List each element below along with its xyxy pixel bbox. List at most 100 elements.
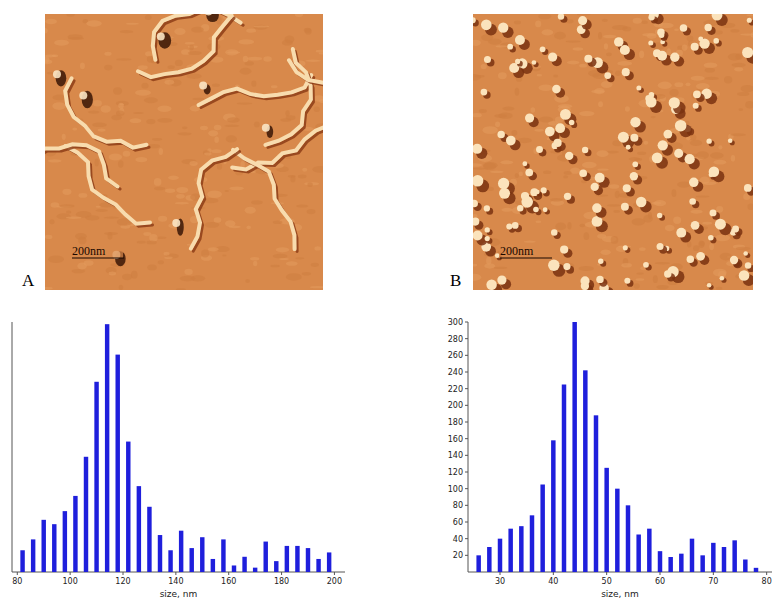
y-tick-label: 300 (448, 318, 463, 327)
afm-texture (122, 274, 132, 281)
afm-texture (305, 60, 321, 62)
y-tick-label: 160 (448, 435, 463, 444)
histogram-bar (754, 568, 758, 572)
histogram-bar (498, 539, 502, 572)
afm-texture (178, 132, 192, 135)
afm-texture (189, 161, 197, 166)
afm-texture (501, 208, 512, 212)
afm-texture (709, 166, 720, 177)
afm-texture (621, 263, 632, 268)
histogram-bar (743, 560, 747, 573)
afm-texture (582, 162, 597, 169)
afm-texture (744, 184, 752, 192)
histogram-bar (711, 543, 715, 572)
afm-texture (181, 49, 190, 55)
afm-texture (282, 40, 293, 46)
afm-texture (626, 145, 631, 150)
afm-texture (724, 76, 732, 83)
histogram-bar (179, 531, 183, 572)
afm-texture (618, 132, 629, 143)
afm-texture (263, 56, 272, 61)
afm-texture (182, 126, 188, 129)
afm-texture (45, 287, 53, 290)
histogram-bar (253, 568, 257, 572)
afm-texture (699, 38, 709, 48)
afm-texture (129, 118, 141, 123)
y-tick (465, 538, 468, 539)
afm-texture (307, 182, 312, 187)
x-tick-label: 40 (548, 577, 558, 586)
afm-texture (497, 131, 504, 138)
afm-texture (712, 14, 723, 21)
afm-texture (236, 152, 298, 251)
afm-texture (702, 222, 712, 225)
afm-texture (710, 209, 717, 216)
afm-texture (654, 200, 666, 206)
afm-texture (639, 247, 646, 251)
afm-texture (484, 205, 490, 211)
afm-texture (295, 14, 303, 17)
afm-texture (623, 245, 628, 250)
x-tick (713, 572, 714, 575)
afm-texture (598, 101, 603, 107)
afm-texture (68, 37, 84, 40)
afm-texture (251, 81, 256, 87)
afm-texture (80, 63, 85, 70)
afm-texture (270, 265, 280, 268)
afm-texture (667, 48, 671, 56)
afm-texture (706, 139, 711, 144)
afm-texture (563, 263, 570, 270)
afm-texture (634, 283, 640, 289)
histogram-bar (221, 539, 225, 572)
afm-texture (276, 247, 290, 252)
scale-bar-ground (499, 245, 551, 258)
afm-texture (687, 256, 694, 263)
histogram-bar (105, 324, 109, 572)
afm-texture (658, 140, 668, 150)
histogram-bar (604, 468, 608, 572)
histogram-bar (126, 442, 130, 572)
afm-texture (109, 154, 122, 161)
afm-texture (579, 111, 594, 116)
afm-texture (625, 106, 630, 112)
afm-texture (126, 23, 139, 25)
afm-texture (473, 74, 481, 81)
afm-background (473, 14, 753, 290)
afm-texture (696, 195, 709, 197)
histogram-bar (530, 515, 534, 572)
afm-texture (541, 187, 547, 193)
afm-texture (525, 113, 534, 122)
afm-texture (65, 78, 146, 147)
x-axis-title: size, nm (601, 589, 639, 599)
afm-texture (690, 210, 702, 214)
afm-texture (498, 178, 509, 189)
afm-texture (620, 45, 630, 55)
histogram-bar (242, 557, 246, 572)
afm-texture (696, 151, 708, 159)
afm-texture (524, 241, 536, 243)
afm-texture (227, 117, 240, 123)
afm-texture (157, 33, 165, 41)
x-tick-label: 180 (274, 577, 289, 586)
afm-texture (62, 134, 66, 140)
afm-texture (537, 74, 543, 76)
afm-texture (262, 124, 270, 132)
y-tick-label: 60 (453, 518, 463, 527)
histogram-bar (263, 542, 267, 572)
afm-texture (104, 217, 119, 219)
afm-texture (95, 158, 99, 166)
afm-texture (515, 173, 519, 178)
afm-texture (45, 235, 52, 239)
bars (476, 322, 758, 572)
afm-texture (536, 146, 543, 153)
afm-texture (225, 220, 235, 227)
x-tick (228, 572, 229, 575)
afm-texture (632, 161, 638, 167)
x-tick (500, 572, 501, 575)
afm-texture (247, 57, 262, 61)
afm-texture (674, 28, 679, 30)
afm-texture (579, 224, 585, 228)
afm-texture (214, 217, 222, 223)
afm-texture (72, 127, 77, 130)
afm-texture (271, 85, 278, 88)
